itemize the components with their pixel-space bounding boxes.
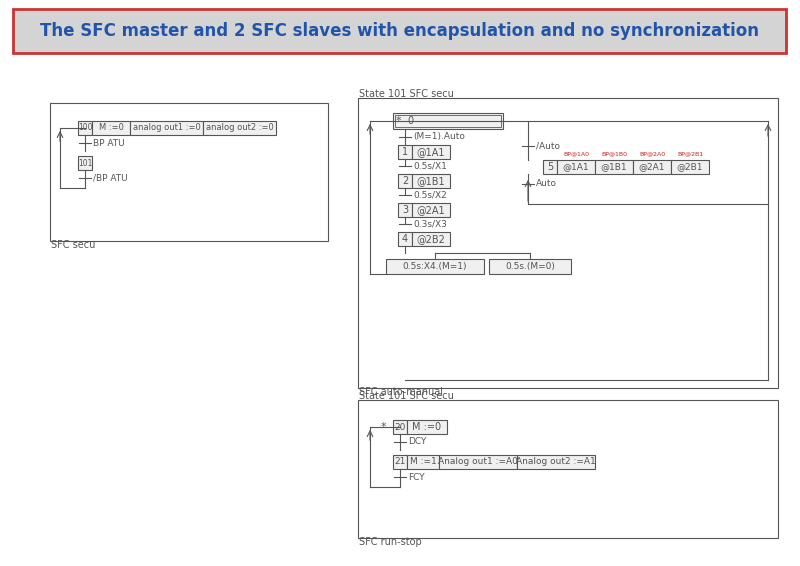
Bar (393, 113, 503, 129)
Text: 5: 5 (547, 162, 553, 172)
Bar (412, 174, 450, 188)
Text: 0.5s.(M=0): 0.5s.(M=0) (505, 262, 555, 271)
Text: FCY: FCY (408, 473, 425, 482)
Text: M :=0: M :=0 (413, 422, 442, 432)
Text: 0.3s/X3: 0.3s/X3 (413, 220, 447, 229)
Text: Analog out2 :=A1: Analog out2 :=A1 (516, 457, 596, 466)
Bar (489, 259, 571, 274)
Text: SFC secu: SFC secu (51, 240, 95, 250)
Bar (407, 455, 439, 469)
Text: 4: 4 (402, 234, 408, 244)
Text: 0: 0 (407, 116, 413, 126)
Bar (398, 232, 412, 246)
Text: 0.5s/X1: 0.5s/X1 (413, 161, 447, 170)
Bar (395, 115, 501, 127)
Text: 1: 1 (402, 147, 408, 157)
Bar (78, 156, 92, 170)
Bar (358, 98, 778, 388)
Text: 0.5s:X4.(M=1): 0.5s:X4.(M=1) (402, 262, 467, 271)
Text: @2B1: @2B1 (677, 162, 703, 171)
Bar (358, 400, 778, 538)
Bar (78, 121, 92, 135)
Bar (633, 160, 671, 174)
Bar (412, 203, 450, 217)
Text: 100: 100 (78, 123, 92, 132)
Text: analog out1 :=0: analog out1 :=0 (133, 123, 200, 132)
Bar (386, 259, 484, 274)
Text: State 101 SFC secu: State 101 SFC secu (359, 89, 454, 99)
Text: 2: 2 (402, 176, 408, 186)
Bar (13, 9, 786, 53)
Bar (393, 420, 407, 434)
Text: /Auto: /Auto (536, 142, 560, 151)
Text: @2A1: @2A1 (638, 162, 666, 171)
Text: Analog out1 :=A0: Analog out1 :=A0 (438, 457, 518, 466)
Text: BP@1A0: BP@1A0 (563, 152, 589, 157)
Text: Auto: Auto (536, 179, 557, 188)
Text: 101: 101 (78, 158, 92, 168)
Bar (595, 160, 633, 174)
Text: *: * (381, 422, 386, 432)
Text: BP@2A0: BP@2A0 (639, 152, 665, 157)
Bar (517, 455, 595, 469)
Bar (412, 232, 450, 246)
Bar (50, 103, 328, 241)
Text: @2B2: @2B2 (417, 234, 446, 244)
Text: BP@1B0: BP@1B0 (601, 152, 627, 157)
Text: @1B1: @1B1 (601, 162, 627, 171)
Text: M :=1: M :=1 (410, 457, 436, 466)
Bar (203, 121, 276, 135)
Bar (398, 174, 412, 188)
Bar (398, 145, 412, 159)
Bar (671, 160, 709, 174)
Bar (398, 203, 412, 217)
Bar (412, 145, 450, 159)
Text: @1A1: @1A1 (562, 162, 590, 171)
Text: 21: 21 (394, 457, 406, 466)
Text: @1A1: @1A1 (417, 147, 446, 157)
Text: 3: 3 (402, 205, 408, 215)
Bar (130, 121, 203, 135)
Text: BP ATU: BP ATU (93, 139, 125, 148)
Text: SFC auto-manual: SFC auto-manual (359, 387, 443, 397)
Text: /BP ATU: /BP ATU (93, 174, 128, 182)
Text: M :=0: M :=0 (98, 123, 123, 132)
Bar (393, 455, 407, 469)
Text: analog out2 :=0: analog out2 :=0 (206, 123, 274, 132)
Text: 20: 20 (394, 422, 406, 431)
Text: @2A1: @2A1 (417, 205, 446, 215)
Bar (439, 455, 517, 469)
Text: SFC run-stop: SFC run-stop (359, 537, 422, 547)
Text: State 101 SFC secu: State 101 SFC secu (359, 391, 454, 401)
Text: (M=1).Auto: (M=1).Auto (413, 132, 465, 142)
Bar (407, 420, 447, 434)
Text: *: * (396, 116, 402, 126)
Text: BP@2B1: BP@2B1 (677, 152, 703, 157)
Text: The SFC master and 2 SFC slaves with encapsulation and no synchronization: The SFC master and 2 SFC slaves with enc… (40, 22, 759, 40)
Text: DCY: DCY (408, 438, 426, 447)
Bar (543, 160, 557, 174)
Text: @1B1: @1B1 (417, 176, 446, 186)
Bar (557, 160, 595, 174)
Bar (92, 121, 130, 135)
Text: 0.5s/X2: 0.5s/X2 (413, 191, 446, 199)
